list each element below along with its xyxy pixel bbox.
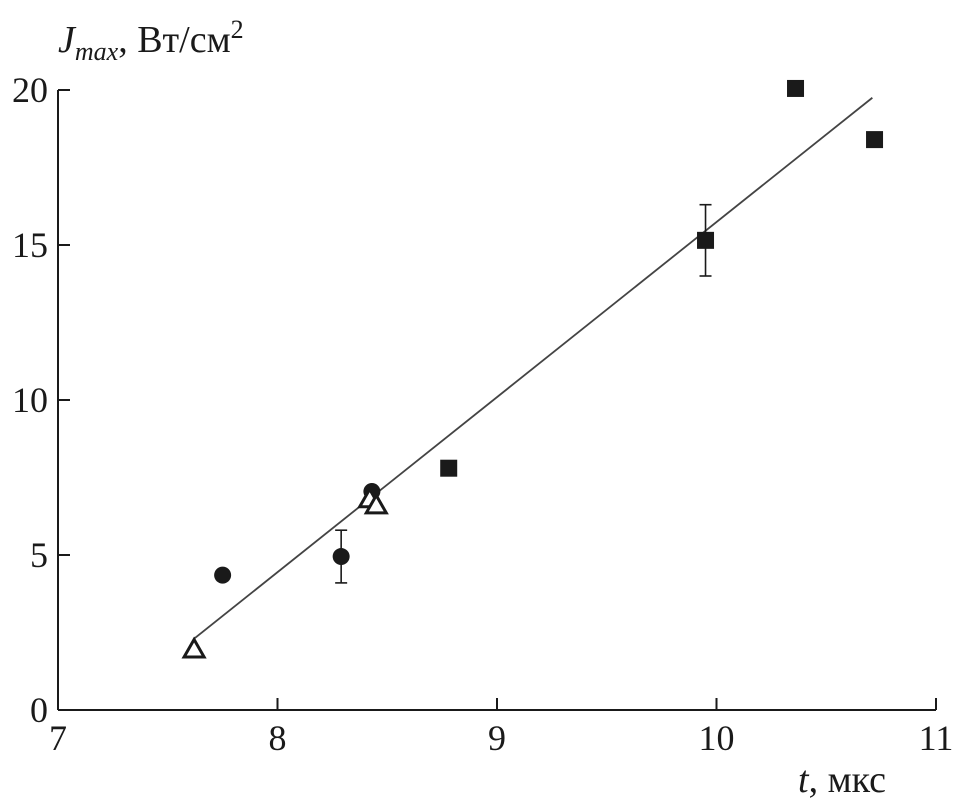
fit-line: [193, 97, 873, 640]
data-point-square: [787, 79, 805, 97]
y-axis-title: Jmax, Вт/см2: [58, 15, 244, 66]
y-tick-label: 0: [30, 690, 48, 730]
fit-line-group: [193, 97, 873, 640]
x-tick-label: 8: [269, 718, 287, 758]
x-tick-label: 10: [699, 718, 735, 758]
x-axis-title: t, мкс: [798, 759, 886, 801]
y-title-unit: , Вт/см: [118, 19, 230, 61]
data-point-triangle: [181, 636, 207, 659]
data-point-circle: [214, 566, 232, 584]
y-tick-label: 10: [12, 380, 48, 420]
x-title-unit: , мкс: [809, 759, 886, 801]
y-title-subscript: max: [75, 37, 119, 66]
x-tick-label: 9: [488, 718, 506, 758]
y-title-superscript: 2: [231, 15, 244, 44]
data-point-square: [866, 131, 884, 149]
y-tick-label: 20: [12, 70, 48, 110]
data-point-square: [440, 459, 458, 477]
x-tick-label: 11: [919, 718, 954, 758]
axes: [57, 90, 936, 711]
ticks: 7 8 9 10 11 0 5 10 15 20: [12, 70, 953, 758]
data-point-square: [697, 231, 715, 249]
data-points: [181, 79, 884, 659]
x-title-variable: t: [798, 759, 810, 801]
data-point-triangle: [363, 492, 389, 515]
y-tick-label: 5: [30, 535, 48, 575]
x-tick-label: 7: [49, 718, 67, 758]
data-point-circle: [332, 548, 350, 566]
y-title-variable: J: [58, 19, 77, 61]
y-tick-label: 15: [12, 225, 48, 265]
